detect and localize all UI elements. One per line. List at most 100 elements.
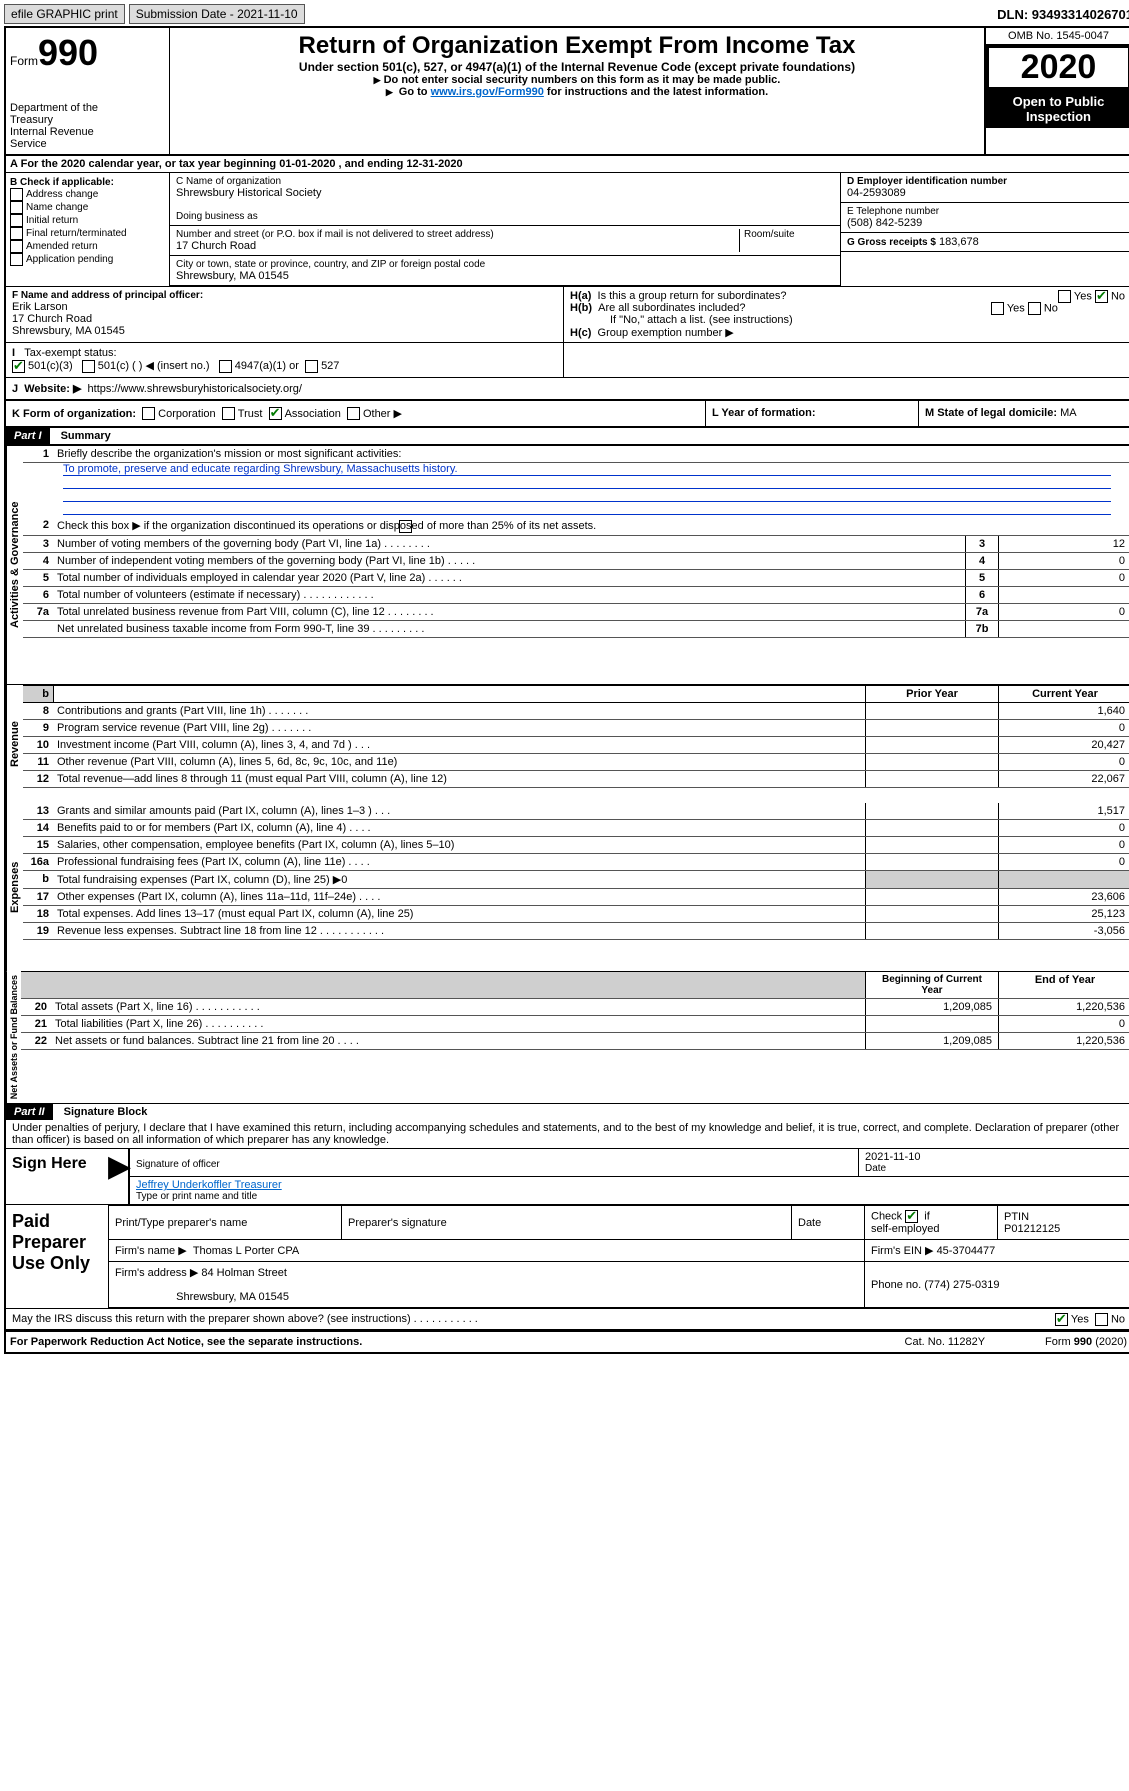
- amended-return-checkbox[interactable]: [10, 240, 23, 253]
- tax-status-label: Tax-exempt status:: [24, 347, 116, 359]
- exp-prior: [865, 889, 998, 905]
- prep-phone-label: Phone no.: [871, 1279, 921, 1291]
- rev-prior: [865, 771, 998, 787]
- state-domicile-label: M State of legal domicile:: [925, 407, 1057, 419]
- website-url: https://www.shrewsburyhistoricalsociety.…: [88, 383, 302, 395]
- rev-desc: Investment income (Part VIII, column (A)…: [53, 737, 865, 753]
- form-org-label: K Form of organization:: [12, 408, 136, 420]
- vlabel-netassets: Net Assets or Fund Balances: [6, 971, 21, 1103]
- year-formation-label: L Year of formation:: [712, 407, 816, 419]
- perjury-text: Under penalties of perjury, I declare th…: [6, 1120, 1129, 1149]
- sign-arrow-icon: ▶: [108, 1149, 130, 1204]
- net-end: 1,220,536: [998, 999, 1129, 1015]
- exp-desc: Revenue less expenses. Subtract line 18 …: [53, 923, 865, 939]
- part1-name: Summary: [53, 430, 111, 442]
- exp-prior: [865, 923, 998, 939]
- org-name: Shrewsbury Historical Society: [176, 187, 834, 199]
- irs-link[interactable]: www.irs.gov/Form990: [431, 86, 544, 98]
- rev-curr: 0: [998, 720, 1129, 736]
- net-begin: 1,209,085: [865, 999, 998, 1015]
- 4947-checkbox[interactable]: [219, 360, 232, 373]
- exp-prior: [865, 820, 998, 836]
- end-year-header: End of Year: [998, 972, 1129, 998]
- assoc-checkbox[interactable]: [269, 407, 282, 420]
- omb-number: OMB No. 1545-0047: [986, 28, 1129, 45]
- type-name-label: Type or print name and title: [136, 1191, 1125, 1202]
- firm-addr-label: Firm's address ▶: [115, 1267, 198, 1279]
- sig-date-label: Date: [865, 1163, 1125, 1174]
- rev-curr: 1,640: [998, 703, 1129, 719]
- form-subtitle: Under section 501(c), 527, or 4947(a)(1)…: [178, 60, 976, 74]
- room-suite-label: Room/suite: [744, 229, 834, 240]
- rev-prior: [865, 737, 998, 753]
- vlabel-expenses: Expenses: [6, 803, 23, 971]
- 501c-checkbox[interactable]: [82, 360, 95, 373]
- trust-checkbox[interactable]: [222, 407, 235, 420]
- initial-return-checkbox[interactable]: [10, 214, 23, 227]
- exp-curr: [998, 871, 1129, 888]
- part1-header: Part I: [6, 428, 50, 444]
- form-title: Return of Organization Exempt From Incom…: [178, 32, 976, 60]
- exp-desc: Benefits paid to or for members (Part IX…: [53, 820, 865, 836]
- hb-text: Are all subordinates included?: [598, 302, 745, 314]
- other-checkbox[interactable]: [347, 407, 360, 420]
- name-change-checkbox[interactable]: [10, 201, 23, 214]
- application-pending-checkbox[interactable]: [10, 253, 23, 266]
- prior-year-header: Prior Year: [865, 686, 998, 702]
- 527-checkbox[interactable]: [305, 360, 318, 373]
- self-employed-col: Check ifself-employed: [865, 1206, 998, 1240]
- phone-value: (508) 842-5239: [847, 217, 1125, 229]
- self-employed-checkbox[interactable]: [905, 1210, 918, 1223]
- exp-curr: 25,123: [998, 906, 1129, 922]
- exp-desc: Salaries, other compensation, employee b…: [53, 837, 865, 853]
- mission-label: Briefly describe the organization's miss…: [53, 446, 1129, 462]
- tax-year: 2020: [986, 45, 1129, 90]
- prep-phone: (774) 275-0319: [924, 1279, 999, 1291]
- corp-checkbox[interactable]: [142, 407, 155, 420]
- ha-no[interactable]: [1095, 290, 1108, 303]
- discuss-no[interactable]: [1095, 1313, 1108, 1326]
- exp-desc: Professional fundraising fees (Part IX, …: [53, 854, 865, 870]
- cat-no: Cat. No. 11282Y: [905, 1336, 986, 1348]
- city-state-zip: Shrewsbury, MA 01545: [176, 270, 834, 282]
- line2-checkbox[interactable]: [399, 520, 412, 533]
- final-return-checkbox[interactable]: [10, 227, 23, 240]
- rev-curr: 0: [998, 754, 1129, 770]
- city-label: City or town, state or province, country…: [176, 259, 834, 270]
- hb-no[interactable]: [1028, 302, 1041, 315]
- ha-yes[interactable]: [1058, 290, 1071, 303]
- gov-line-val: [999, 621, 1129, 637]
- begin-year-header: Beginning of Current Year: [865, 972, 998, 998]
- rev-desc: Other revenue (Part VIII, column (A), li…: [53, 754, 865, 770]
- prep-sig-col: Preparer's signature: [342, 1206, 792, 1240]
- net-begin: 1,209,085: [865, 1033, 998, 1049]
- discuss-yes[interactable]: [1055, 1313, 1068, 1326]
- address-change-checkbox[interactable]: [10, 188, 23, 201]
- officer-name-link[interactable]: Jeffrey Underkoffler Treasurer: [136, 1179, 282, 1191]
- dept-treasury: Department of theTreasuryInternal Revenu…: [10, 102, 165, 150]
- hb-yes[interactable]: [991, 302, 1004, 315]
- gov-line-desc: Total unrelated business revenue from Pa…: [53, 604, 965, 620]
- open-to-public: Open to Public Inspection: [986, 90, 1129, 128]
- sig-date: 2021-11-10: [865, 1151, 1125, 1163]
- dba-label: Doing business as: [176, 211, 834, 222]
- exp-desc: Total expenses. Add lines 13–17 (must eq…: [53, 906, 865, 922]
- exp-prior: [865, 837, 998, 853]
- vlabel-revenue: Revenue: [6, 685, 23, 803]
- net-end: 1,220,536: [998, 1033, 1129, 1049]
- form-label: Form990: [10, 32, 165, 74]
- gross-receipts-label: G Gross receipts $: [847, 237, 936, 248]
- street-address: 17 Church Road: [176, 240, 739, 252]
- exp-curr: 1,517: [998, 803, 1129, 819]
- 501c3-checkbox[interactable]: [12, 360, 25, 373]
- exp-desc: Total fundraising expenses (Part IX, col…: [53, 871, 865, 888]
- paid-preparer-label: Paid Preparer Use Only: [6, 1205, 108, 1308]
- net-desc: Total assets (Part X, line 16) . . . . .…: [51, 999, 865, 1015]
- gross-receipts-value: 183,678: [939, 236, 979, 248]
- hb-note: If "No," attach a list. (see instruction…: [570, 314, 1125, 326]
- submission-date-button[interactable]: Submission Date - 2021-11-10: [129, 4, 305, 24]
- part2-name: Signature Block: [56, 1106, 148, 1118]
- officer-city: Shrewsbury, MA 01545: [12, 325, 557, 337]
- rev-curr: 22,067: [998, 771, 1129, 787]
- efile-print-button[interactable]: efile GRAPHIC print: [4, 4, 125, 24]
